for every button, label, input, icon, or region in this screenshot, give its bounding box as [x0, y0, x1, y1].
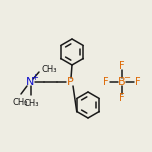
- Text: N: N: [26, 77, 34, 87]
- Text: CH₃: CH₃: [23, 99, 39, 108]
- Text: F: F: [103, 77, 109, 87]
- Text: CH₃: CH₃: [12, 98, 28, 107]
- Text: +: +: [32, 74, 38, 83]
- Text: F: F: [119, 61, 125, 71]
- Text: P: P: [67, 77, 73, 87]
- Text: −: −: [123, 74, 131, 83]
- Text: B: B: [118, 77, 126, 87]
- Text: F: F: [119, 93, 125, 103]
- Text: CH₃: CH₃: [41, 64, 57, 74]
- Text: F: F: [135, 77, 141, 87]
